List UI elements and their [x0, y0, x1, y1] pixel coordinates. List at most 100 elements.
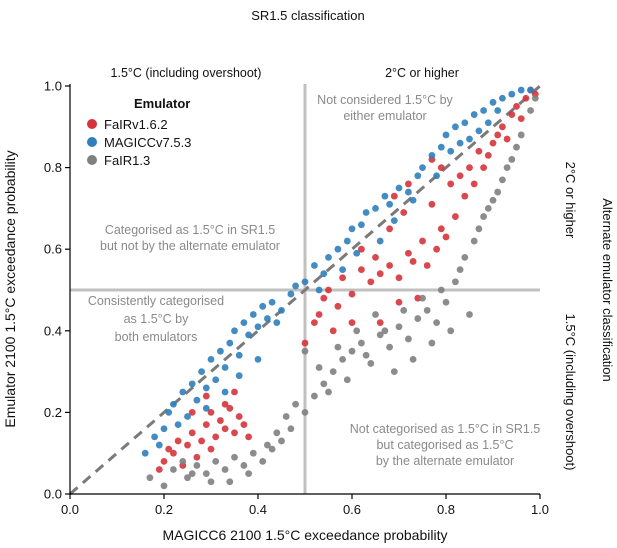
point-fair13-5 — [202, 470, 210, 477]
annotation-bottom-left: Consistently categorised as 1.5°C by bot… — [88, 294, 224, 344]
point-fairv162-64 — [329, 327, 337, 335]
x-tick-label-0: 0.0 — [61, 502, 79, 517]
point-fairv162-53 — [503, 135, 511, 143]
point-magiccv753-0 — [141, 449, 149, 457]
point-fair13-48 — [466, 311, 473, 318]
point-magiccv753-15 — [226, 339, 234, 347]
y-tick-label-4: 0.8 — [44, 160, 62, 175]
annotation-bottom-left-line-2: as 1.5°C by — [124, 312, 190, 326]
legend-marker-magiccv753 — [87, 137, 97, 147]
point-fairv162-42 — [433, 245, 440, 253]
right-top-classification-label: 2°C or higher — [563, 162, 578, 239]
point-magiccv753-18 — [240, 319, 248, 327]
point-fair13-67 — [226, 478, 234, 486]
point-fairv162-56 — [517, 115, 525, 123]
y-tick-label-1: 0.2 — [44, 405, 62, 420]
point-fair13-24 — [386, 343, 393, 351]
point-fair13-57 — [343, 376, 351, 384]
point-magiccv753-5 — [179, 388, 187, 396]
point-fair13-27 — [414, 315, 422, 322]
point-magiccv753-36 — [358, 221, 365, 229]
point-fair13-55 — [315, 364, 323, 371]
point-fair13-30 — [442, 298, 450, 306]
point-fairv162-67 — [386, 225, 393, 233]
x-tick-label-1: 0.2 — [155, 502, 173, 517]
point-fair13-12 — [268, 445, 276, 453]
point-fairv162-69 — [428, 200, 436, 208]
point-magiccv753-42 — [405, 188, 412, 196]
point-fair13-9 — [240, 462, 248, 469]
point-magiccv753-40 — [386, 200, 393, 208]
point-magiccv753-10 — [202, 384, 210, 392]
point-fairv162-6 — [202, 421, 210, 429]
point-magiccv753-55 — [517, 86, 525, 94]
legend-marker-fair13 — [87, 155, 97, 165]
legend-label-fairv162: FaIRv1.6.2 — [104, 117, 168, 132]
x-tick-label-5: 1.0 — [531, 502, 549, 517]
point-magiccv753-38 — [372, 205, 379, 212]
point-fair13-16 — [311, 392, 318, 400]
point-fair13-71 — [301, 347, 309, 355]
point-fair13-42 — [353, 327, 361, 335]
point-fairv162-19 — [245, 433, 253, 441]
point-fairv162-17 — [174, 437, 182, 445]
point-magiccv753-28 — [292, 282, 299, 290]
annotation-top-right-line-1: Not considered 1.5°C by — [317, 93, 453, 107]
point-fairv162-55 — [513, 103, 520, 110]
point-magiccv753-3 — [165, 409, 173, 416]
point-fair13-43 — [372, 311, 379, 318]
point-magiccv753-71 — [466, 135, 473, 143]
point-magiccv753-64 — [339, 266, 346, 273]
point-fairv162-7 — [207, 409, 215, 416]
point-fair13-19 — [339, 355, 346, 363]
point-fairv162-57 — [522, 94, 530, 102]
point-magiccv753-53 — [499, 94, 506, 102]
point-fairv162-48 — [480, 164, 487, 172]
legend: Emulator FaIRv1.6.2 MAGICCv7.5.3 FaIR1.3 — [87, 96, 191, 168]
point-fair13-21 — [358, 339, 365, 347]
point-fair13-31 — [452, 278, 459, 286]
point-magiccv753-47 — [442, 131, 450, 139]
annotation-top-right-line-2: either emulator — [343, 109, 426, 123]
top-left-classification-label: 1.5°C (including overshoot) — [111, 66, 262, 80]
point-fair13-13 — [278, 437, 285, 445]
point-fairv162-72 — [475, 147, 483, 155]
point-fairv162-71 — [466, 164, 473, 172]
point-fair13-60 — [400, 307, 408, 314]
point-magiccv753-25 — [273, 319, 281, 327]
point-fair13-15 — [301, 409, 309, 416]
point-fairv162-46 — [461, 192, 469, 200]
point-magiccv753-20 — [249, 311, 257, 318]
point-magiccv753-43 — [414, 172, 422, 180]
point-fairv162-36 — [386, 262, 393, 269]
point-magiccv753-65 — [353, 249, 361, 257]
point-magiccv753-48 — [452, 123, 459, 131]
point-fairv162-24 — [202, 392, 210, 400]
point-fairv162-77 — [390, 192, 398, 200]
point-fair13-54 — [513, 143, 520, 151]
point-magiccv753-19 — [245, 331, 253, 339]
point-fairv162-49 — [484, 151, 492, 159]
point-fairv162-65 — [315, 311, 323, 318]
y-tick-label-5: 1.0 — [44, 79, 62, 94]
point-magiccv753-17 — [235, 351, 243, 359]
point-fairv162-33 — [367, 278, 375, 286]
point-fairv162-32 — [358, 266, 365, 273]
point-fairv162-22 — [155, 466, 163, 473]
point-fairv162-15 — [207, 445, 215, 453]
annotation-top-left: Categorised as 1.5°C in SR1.5 but not by… — [100, 223, 280, 253]
point-magiccv753-51 — [480, 107, 487, 114]
point-fair13-1 — [160, 482, 168, 490]
point-magiccv753-54 — [508, 90, 516, 98]
point-fair13-22 — [367, 360, 375, 367]
point-magiccv753-67 — [390, 217, 398, 225]
point-fair13-46 — [428, 339, 436, 347]
point-fairv162-39 — [409, 258, 417, 265]
point-magiccv753-59 — [202, 404, 210, 412]
point-fair13-14 — [287, 425, 295, 433]
point-fairv162-62 — [376, 319, 384, 327]
point-fairv162-35 — [376, 270, 384, 278]
point-fair13-65 — [264, 441, 271, 449]
point-fairv162-30 — [339, 274, 346, 282]
